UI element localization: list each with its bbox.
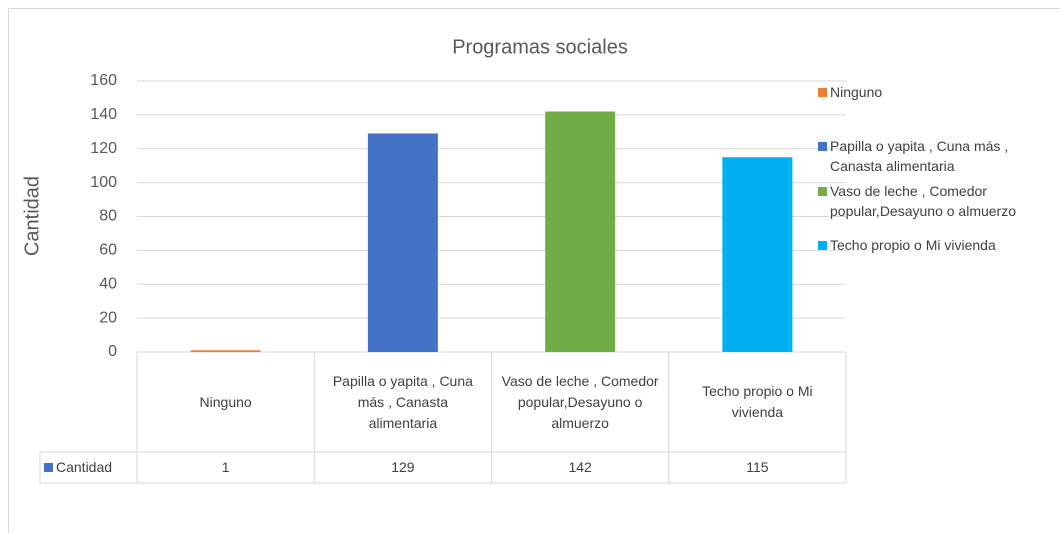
- table-value: 129: [391, 459, 415, 475]
- bar: [722, 157, 793, 352]
- table-value: 1: [221, 459, 230, 475]
- y-tick-label: 60: [99, 242, 117, 259]
- legend-label: Vaso de leche , Comedor popular,Desayuno…: [830, 183, 1017, 219]
- bar: [367, 133, 438, 352]
- table-series-header: Cantidad: [40, 452, 137, 483]
- legend-key: [818, 142, 827, 151]
- y-tick-label: 80: [99, 208, 117, 225]
- chart-frame: [8, 8, 1060, 533]
- legend-entry: Techo propio o Mi vivienda: [818, 235, 1058, 255]
- y-tick-label: 0: [108, 343, 117, 360]
- legend-label: Ninguno: [830, 84, 883, 100]
- y-tick-label: 40: [99, 275, 117, 292]
- category-label: Vaso de leche , Comedor popular,Desayuno…: [501, 372, 659, 431]
- legend-label: Papilla o yapita , Cuna más , Canasta al…: [830, 138, 1009, 174]
- y-tick-label: 120: [90, 140, 117, 157]
- y-tick-label: 20: [99, 309, 117, 326]
- y-tick-label: 140: [90, 106, 117, 123]
- series-name: Cantidad: [56, 459, 113, 475]
- legend-entry: Ninguno: [818, 82, 1058, 102]
- bar: [545, 111, 616, 352]
- legend-key: [818, 187, 827, 196]
- chart-title: Programas sociales: [452, 36, 628, 58]
- legend-key: [818, 241, 827, 250]
- bar: [190, 350, 261, 352]
- legend-entry: Vaso de leche , Comedor popular,Desayuno…: [818, 181, 1058, 221]
- y-tick-label: 160: [90, 72, 117, 89]
- y-axis-label: Cantidad: [21, 176, 43, 256]
- legend-key: [818, 88, 827, 97]
- table-value: 115: [746, 459, 769, 475]
- table-value: 142: [568, 459, 592, 475]
- y-tick-label: 100: [90, 174, 117, 191]
- legend-entry: Papilla o yapita , Cuna más , Canasta al…: [818, 136, 1058, 176]
- legend-key: [44, 463, 53, 472]
- category-label: Techo propio o Mi vivienda: [702, 383, 813, 420]
- legend-label: Techo propio o Mi vivienda: [830, 237, 996, 253]
- category-label: Papilla o yapita , Cuna más , Canasta al…: [332, 372, 473, 431]
- category-label: Ninguno: [199, 393, 252, 410]
